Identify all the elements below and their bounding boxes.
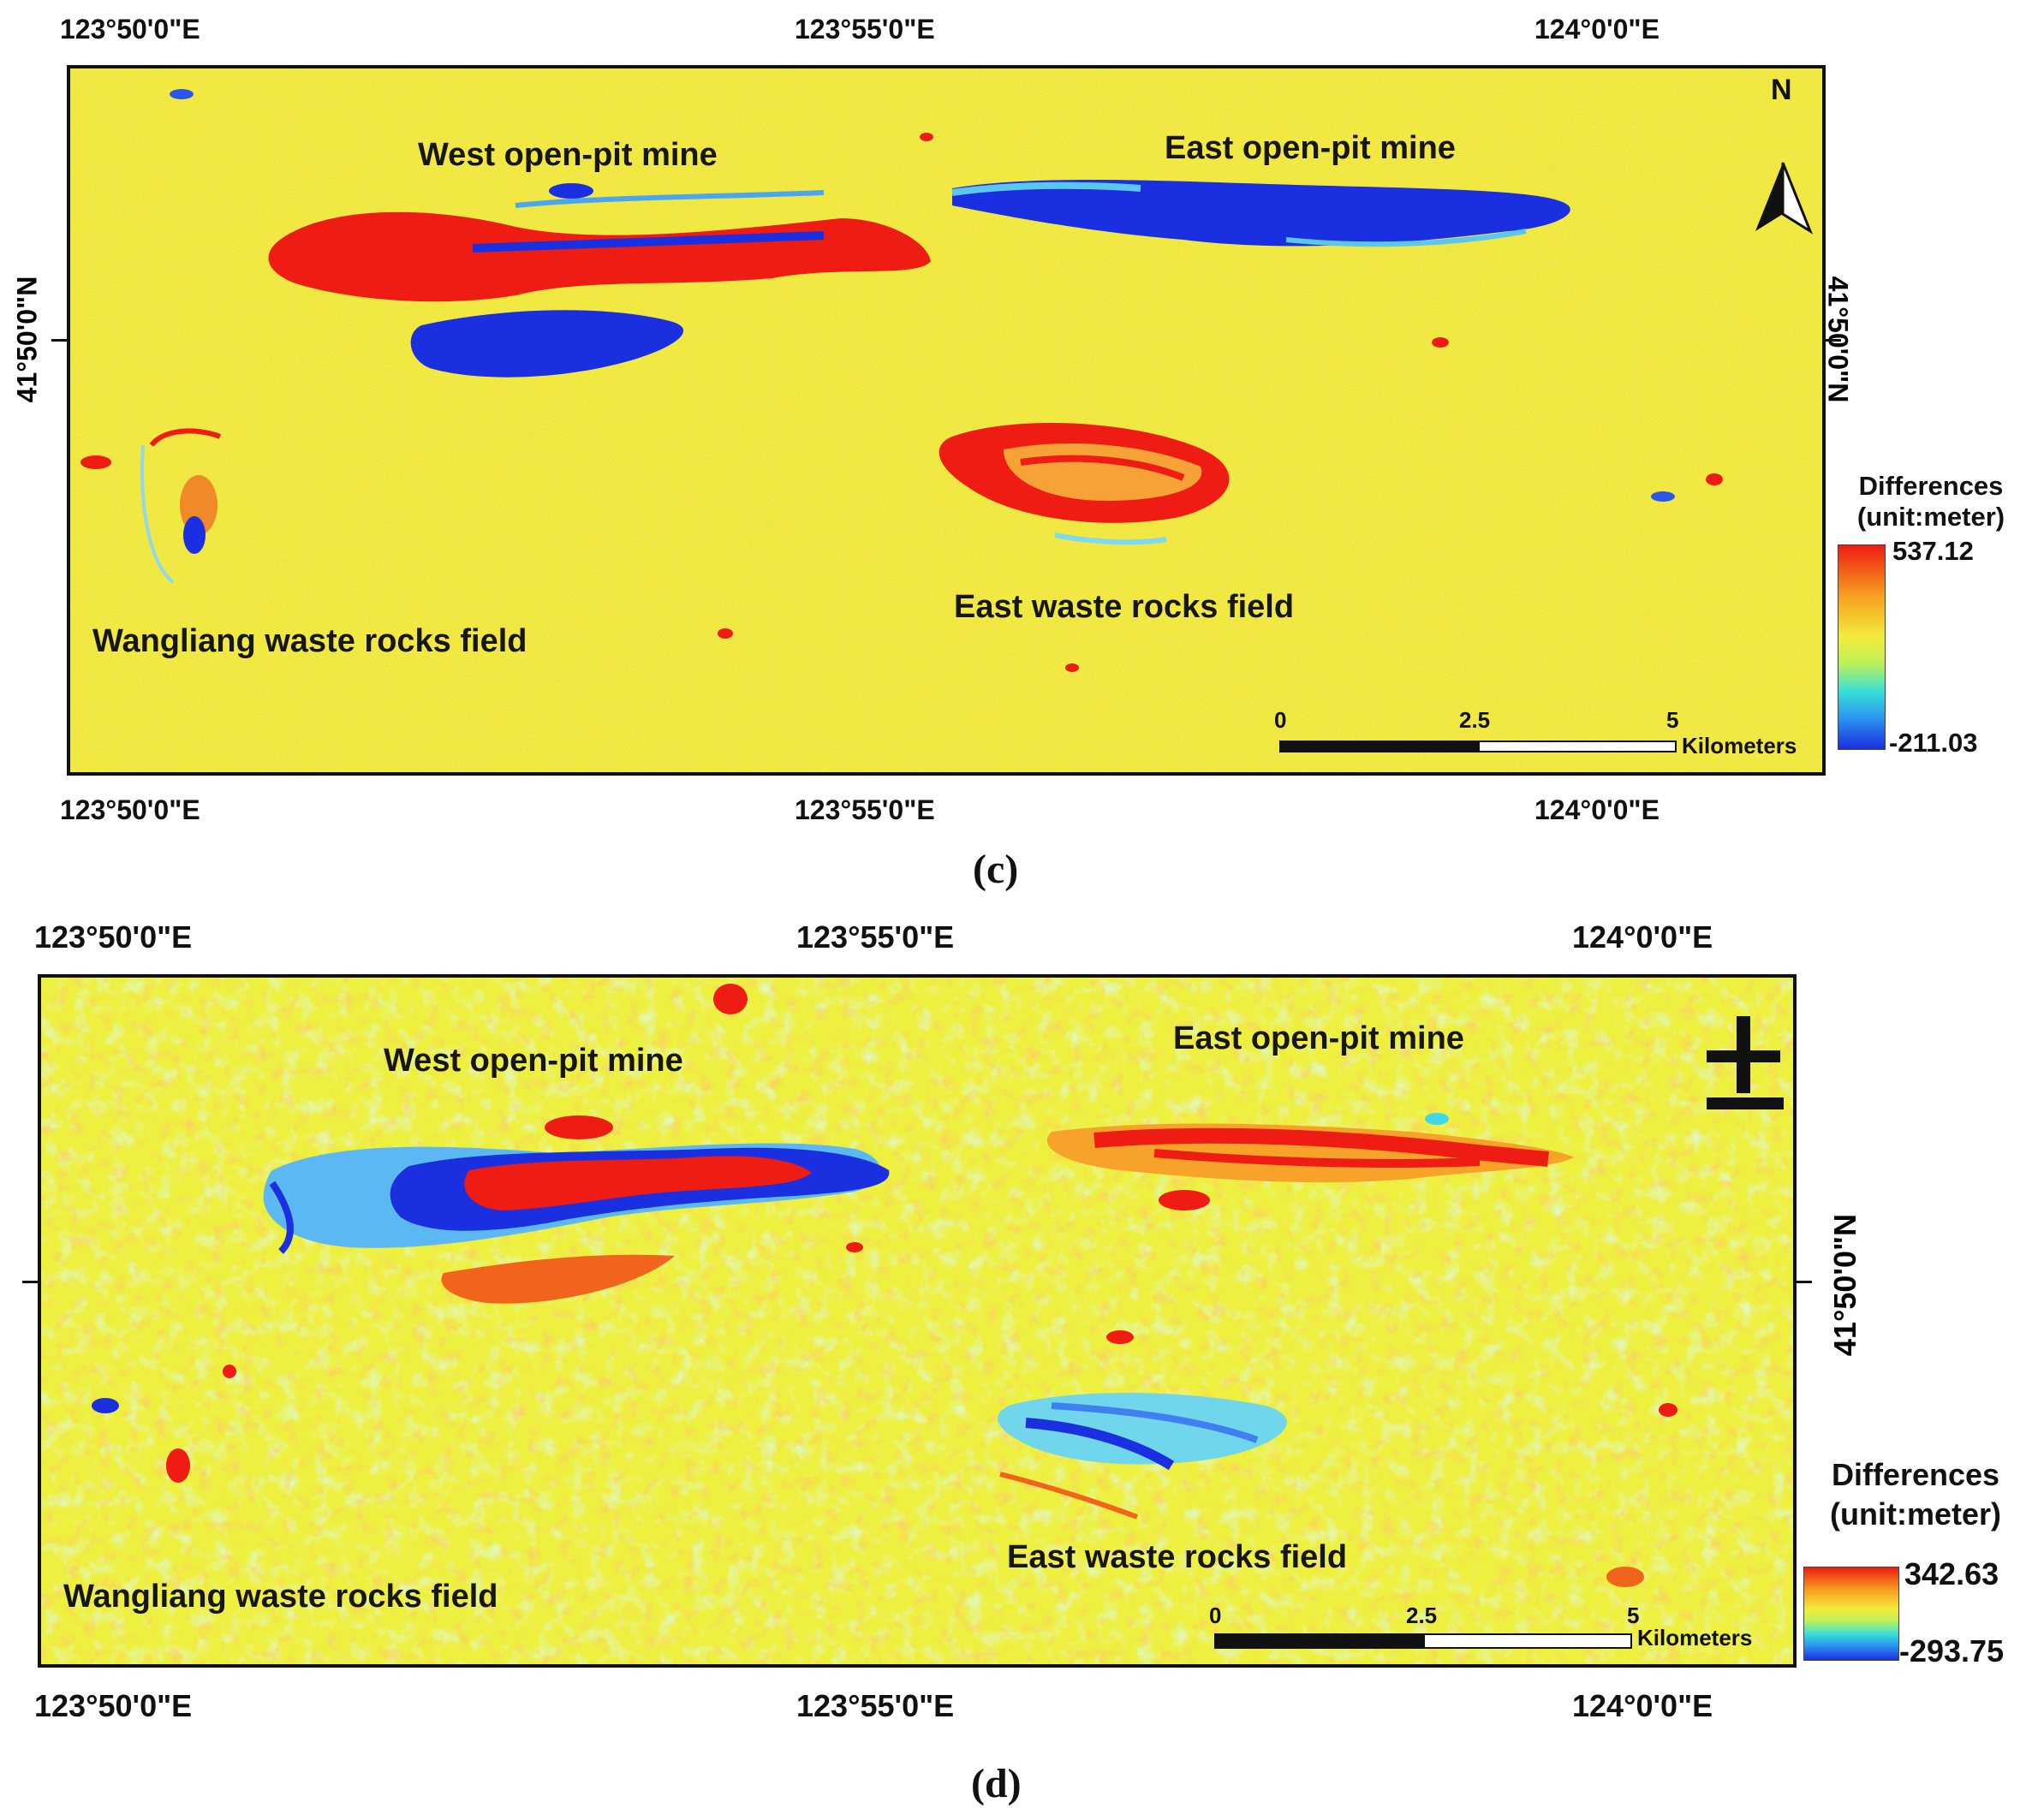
legend-min: -211.03 xyxy=(1889,728,1978,758)
top-coord-2: 123°55'0"E xyxy=(795,14,935,45)
bottom-coord-3: 124°0'0"E xyxy=(1572,1688,1713,1723)
north-label: N xyxy=(1771,74,1792,106)
scalebar-black-c xyxy=(1279,740,1480,752)
east-waste-rocks-field-label: East waste rocks field xyxy=(1007,1539,1348,1575)
bottom-coord-2: 123°55'0"E xyxy=(795,794,935,825)
difference-map-d: West open-pit mine East open-pit mine Ea… xyxy=(38,974,1797,1668)
top-coord-1: 123°50'0"E xyxy=(34,919,193,955)
scalebar-label-2-5: 2.5 xyxy=(1406,1603,1438,1628)
north-symbol-icon xyxy=(1707,1016,1784,1109)
legend-min: -293.75 xyxy=(1899,1633,2005,1668)
east-waste-d xyxy=(997,1393,1287,1465)
legend-max: 342.63 xyxy=(1904,1556,1999,1591)
scalebar-unit: Kilometers xyxy=(1682,733,1797,758)
bottom-coord-1: 123°50'0"E xyxy=(34,1688,193,1723)
east-waste-rocks-field-label: East waste rocks field xyxy=(954,589,1295,625)
legend-unit-text: (unit:meter) xyxy=(1830,1496,2001,1532)
east-pit-fill-c xyxy=(952,180,1570,247)
legend-title-text: Differences xyxy=(1831,1457,2000,1492)
legend-title: Differences (unit:meter) xyxy=(1832,471,2029,532)
right-coord: 41°50'0"N xyxy=(1827,1213,1863,1357)
legend-max: 537.12 xyxy=(1892,536,1974,566)
bottom-coord-2: 123°55'0"E xyxy=(796,1688,955,1723)
difference-map-c: West open-pit mine East open-pit mine Ea… xyxy=(67,65,1826,776)
wangliang-field-c xyxy=(149,428,222,448)
north-arrow-icon xyxy=(1755,162,1814,235)
west-pit-streaks-c xyxy=(472,231,825,253)
top-coord-3: 124°0'0"E xyxy=(1534,14,1660,45)
map-raster-d xyxy=(41,978,1793,1664)
legend-title: Differences (unit:meter) xyxy=(1800,1455,2031,1534)
scalebar-label-5: 5 xyxy=(1666,707,1679,733)
east-open-pit-mine-label: East open-pit mine xyxy=(1165,130,1456,166)
west-open-pit-mine-label: West open-pit mine xyxy=(384,1043,683,1079)
left-tick xyxy=(22,1281,38,1283)
right-tick xyxy=(1826,339,1841,342)
scalebar-black-d xyxy=(1214,1633,1425,1649)
scalebar-white-d xyxy=(1423,1633,1632,1649)
left-coord: 41°50'0"N xyxy=(11,276,43,403)
map-raster-c xyxy=(70,68,1822,772)
wangliang-field-d xyxy=(166,1448,190,1483)
scalebar-unit: Kilometers xyxy=(1637,1625,1753,1650)
bottom-coord-1: 123°50'0"E xyxy=(60,794,200,825)
scalebar-label-5: 5 xyxy=(1627,1603,1640,1628)
colorbar xyxy=(1803,1567,1899,1661)
west-open-pit-mine-label: West open-pit mine xyxy=(418,137,718,173)
top-coord-1: 123°50'0"E xyxy=(60,14,200,45)
east-open-pit-mine-label: East open-pit mine xyxy=(1173,1020,1464,1056)
west-pit-red-core-d xyxy=(464,1156,812,1210)
wangliang-waste-rocks-field-label: Wangliang waste rocks field xyxy=(92,623,527,659)
west-pit-lower-c xyxy=(410,310,684,378)
right-tick xyxy=(1797,1281,1812,1283)
wangliang-waste-rocks-field-label: Wangliang waste rocks field xyxy=(63,1579,498,1615)
legend-title-text: Differences xyxy=(1858,471,2004,501)
top-coord-3: 124°0'0"E xyxy=(1572,919,1713,955)
caption-d: (d) xyxy=(971,1761,1022,1806)
scalebar-label-0: 0 xyxy=(1274,707,1287,733)
caption-c: (c) xyxy=(973,847,1019,892)
colorbar xyxy=(1838,544,1886,750)
scalebar-white-c xyxy=(1478,740,1677,752)
scalebar-label-2-5: 2.5 xyxy=(1459,707,1491,733)
scalebar-label-0: 0 xyxy=(1209,1603,1222,1628)
bottom-coord-3: 124°0'0"E xyxy=(1534,794,1660,825)
left-tick xyxy=(51,339,67,342)
legend-unit-text: (unit:meter) xyxy=(1856,502,2005,532)
top-coord-2: 123°55'0"E xyxy=(796,919,955,955)
